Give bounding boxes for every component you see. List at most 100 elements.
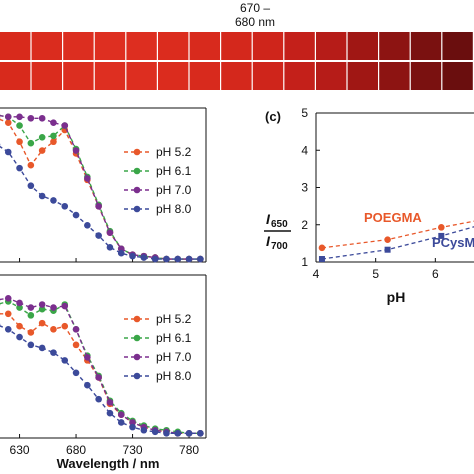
ratio-ylabel-den-sub: 700 <box>271 241 288 252</box>
data-point <box>27 341 35 349</box>
photo-tile <box>410 32 442 60</box>
data-point <box>27 114 35 122</box>
data-point <box>174 430 182 437</box>
data-point <box>129 252 136 260</box>
photo-tile <box>284 62 315 90</box>
data-point <box>50 119 57 126</box>
data-point <box>4 310 12 318</box>
data-point <box>72 326 80 333</box>
legend-label: pH 6.1 <box>156 164 192 178</box>
data-point <box>84 175 91 182</box>
data-point <box>117 249 125 257</box>
spectra-panel-top: pH 5.2 pH 6.1 pH 7.0 pH 8.0 <box>0 107 207 263</box>
ratio-ylabel-num-sub: 650 <box>271 219 288 230</box>
photo-tile <box>284 32 315 60</box>
photo-tile <box>94 62 126 90</box>
data-point <box>95 374 102 381</box>
data-point <box>117 419 125 426</box>
photo-tile <box>316 62 347 90</box>
legend-label: pH 6.1 <box>156 331 192 345</box>
photo-strip <box>0 32 473 90</box>
spectra-bottom-axes <box>0 274 207 439</box>
data-point <box>106 398 114 406</box>
photo-tile <box>63 32 94 60</box>
legend-label: pH 5.2 <box>156 312 192 326</box>
y-tick-label: 1 <box>301 255 308 269</box>
x-tick-label: 630 <box>10 443 30 457</box>
y-tick-label: 4 <box>301 143 308 157</box>
data-point <box>84 353 91 361</box>
data-point <box>16 122 23 129</box>
data-point <box>50 132 57 140</box>
ratio-ylabel-num: I <box>266 211 271 227</box>
photo-tile <box>126 32 157 60</box>
data-point <box>27 304 35 311</box>
data-point <box>61 202 69 210</box>
data-point <box>174 255 182 263</box>
photo-tile <box>252 62 284 90</box>
y-tick-label: 3 <box>301 181 308 195</box>
photo-tile <box>63 62 94 90</box>
data-point <box>38 344 46 352</box>
ratio-axes: 1 2 3 4 5 4 5 6 <box>301 106 474 281</box>
legend-marker <box>133 315 141 323</box>
photo-tile <box>221 32 252 60</box>
x-tick-label: 6 <box>432 267 439 281</box>
data-point <box>16 322 23 330</box>
spectra-xlabel: Wavelength / nm <box>57 456 160 471</box>
data-point <box>106 409 114 417</box>
legend-marker <box>133 148 141 156</box>
data-point <box>185 255 193 263</box>
series-line <box>0 313 201 435</box>
data-point <box>61 122 69 129</box>
band-label-line2: 680 nm <box>235 15 275 29</box>
band-label-line1: 670 – <box>240 1 270 15</box>
y-tick-label: 5 <box>301 106 308 120</box>
legend-label: pH 8.0 <box>156 202 192 216</box>
data-point <box>27 329 35 336</box>
ratio-series-line <box>321 220 474 249</box>
x-tick-label: 730 <box>123 443 143 457</box>
spectra-top-legend: pH 5.2 pH 6.1 pH 7.0 pH 8.0 <box>124 145 192 216</box>
legend-label: pH 7.0 <box>156 350 192 364</box>
photo-tile <box>158 62 189 90</box>
data-point <box>16 113 23 121</box>
data-point <box>197 430 204 437</box>
data-point <box>50 138 57 146</box>
data-point <box>151 428 159 436</box>
photo-tile <box>189 32 220 60</box>
spectra-bottom-plot <box>0 294 204 437</box>
photo-tile <box>442 62 473 90</box>
x-tick-label: 780 <box>179 443 199 457</box>
data-point <box>38 319 46 327</box>
photo-tile <box>31 62 62 90</box>
legend-marker <box>133 167 141 175</box>
photo-tile <box>347 62 378 90</box>
photo-tile <box>0 62 31 90</box>
series-line <box>0 115 201 260</box>
data-point <box>72 147 80 154</box>
data-point <box>84 222 91 229</box>
ratio-series-line <box>321 226 474 260</box>
data-point <box>163 430 170 437</box>
photo-tile <box>126 62 157 90</box>
ratio-point <box>438 224 445 231</box>
data-point <box>129 423 136 431</box>
data-point <box>4 119 12 126</box>
photo-tile <box>442 32 473 60</box>
photo-tile <box>347 32 378 60</box>
spectra-top-axes <box>0 107 207 263</box>
data-point <box>27 182 35 190</box>
data-point <box>38 301 46 308</box>
spectra-panel-bottom: pH 5.2 pH 6.1 pH 7.0 pH 8.0 630 680 730 780 <box>0 274 207 457</box>
data-point <box>50 304 57 311</box>
data-point <box>140 254 148 261</box>
data-point <box>61 357 69 364</box>
data-point <box>38 134 46 141</box>
data-point <box>61 322 69 330</box>
data-point <box>50 349 57 356</box>
photo-tile <box>316 32 347 60</box>
data-point <box>16 164 23 172</box>
data-point <box>38 114 46 122</box>
data-point <box>27 139 35 147</box>
